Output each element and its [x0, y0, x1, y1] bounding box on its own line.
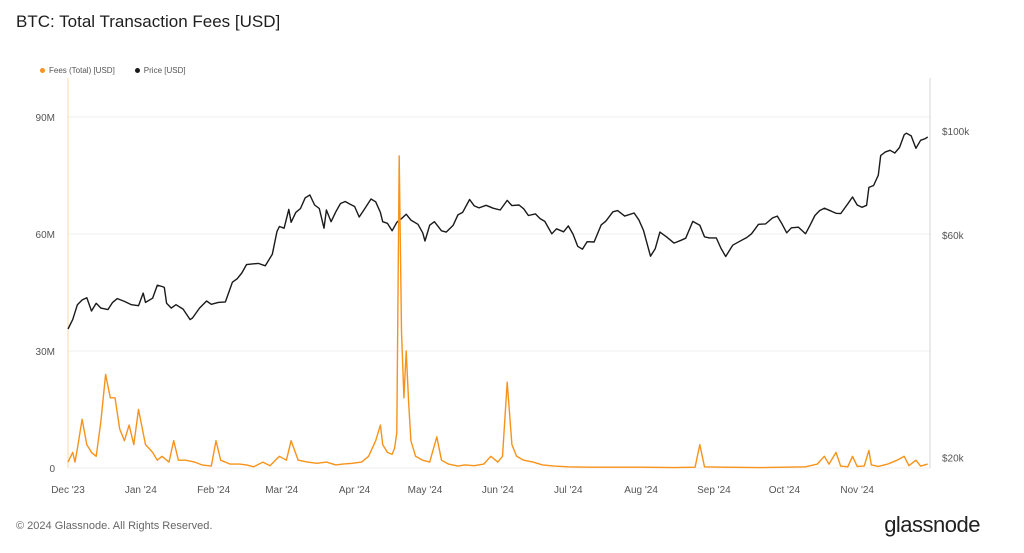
x-tick-label: May '24 [408, 485, 443, 496]
x-tick-label: Apr '24 [339, 485, 371, 496]
x-tick-label: Jun '24 [482, 485, 514, 496]
legend-dot-price [134, 68, 140, 73]
price-series-line [67, 132, 929, 330]
y-right-tick-label: $100k [942, 127, 970, 138]
x-tick-label: Aug '24 [624, 485, 658, 496]
chart-canvas: 0 30M 60M 90M $20k $60k $100k Dec '23 Jan '24 Feb… [36, 78, 970, 496]
x-tick-label: Oct '24 [769, 485, 801, 496]
y-left-tick-label: 30M [36, 347, 55, 358]
x-tick-label: Dec '23 [51, 485, 85, 496]
x-tick-label: Mar '24 [265, 485, 298, 496]
y-left-tick-label: 60M [36, 230, 55, 241]
brand-logo: glassnode [884, 512, 980, 537]
x-tick-label: Jul '24 [554, 485, 583, 496]
y-left-tick-label: 90M [36, 113, 55, 124]
legend-item-price[interactable]: Price [USD] [134, 66, 186, 75]
legend-label-fees: Fees (Total) [USD] [49, 66, 115, 75]
chart-title: BTC: Total Transaction Fees [USD] [16, 12, 281, 31]
fees-series-line [67, 155, 928, 469]
x-tick-label: Feb '24 [197, 485, 230, 496]
legend-item-fees[interactable]: Fees (Total) [USD] [40, 66, 115, 75]
copyright-footer: © 2024 Glassnode. All Rights Reserved. [16, 520, 213, 532]
legend: Fees (Total) [USD] Price [USD] [40, 66, 186, 75]
y-left-tick-label: 0 [49, 464, 55, 475]
y-right-tick-label: $20k [942, 454, 965, 465]
legend-dot-fees [40, 68, 45, 73]
x-tick-label: Jan '24 [125, 485, 157, 496]
y-right-tick-label: $60k [942, 231, 965, 242]
x-tick-label: Sep '24 [697, 485, 731, 496]
legend-label-price: Price [USD] [143, 66, 186, 75]
x-tick-label: Nov '24 [840, 485, 874, 496]
